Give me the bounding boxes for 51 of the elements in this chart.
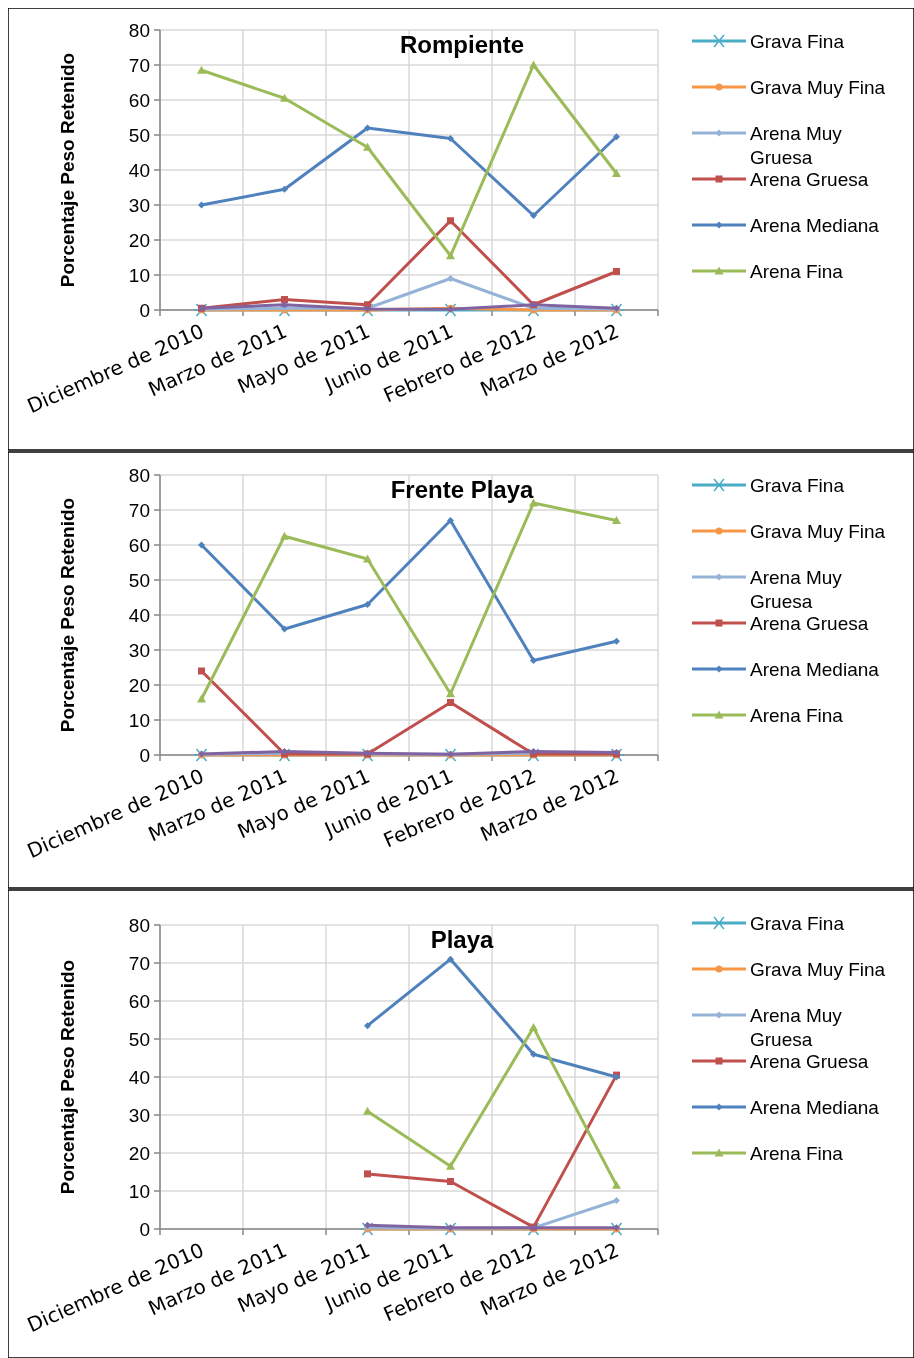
legend-label: Arena Gruesa [750,1050,869,1072]
y-axis-title: Porcentaje Peso Retenido [57,497,78,733]
y-tick-label: 70 [128,54,150,76]
y-tick-label: 80 [128,19,150,41]
y-tick-label: 0 [139,299,150,321]
y-axis-title: Porcentaje Peso Retenido [57,959,78,1195]
legend-label: Arena Gruesa [750,168,869,190]
y-tick-label: 0 [139,744,150,766]
y-tick-label: 20 [128,1142,150,1164]
legend-label: Arena Fina [750,1142,844,1164]
y-tick-label: 40 [128,604,150,626]
legend-label: Arena Muy Gruesa [750,122,843,169]
legend-label: Arena Mediana [750,214,880,236]
legend-label: Arena Mediana [750,1096,880,1118]
legend-label: Arena Gruesa [750,612,869,634]
legend-label: Grava Fina [750,474,845,496]
y-tick-label: 30 [128,194,150,216]
legend-label: Grava Muy Fina [750,958,886,980]
y-tick-label: 20 [128,229,150,251]
legend-label: Grava Fina [750,912,845,934]
y-tick-label: 10 [128,1180,150,1202]
y-tick-label: 30 [128,639,150,661]
y-tick-label: 60 [128,89,150,111]
y-tick-label: 50 [128,569,150,591]
legend-label: Arena Fina [750,704,844,726]
legend-label: Arena Muy Gruesa [750,1004,843,1051]
y-tick-label: 60 [128,990,150,1012]
y-tick-label: 0 [139,1218,150,1240]
legend-label: Arena Fina [750,260,844,282]
y-tick-label: 70 [128,499,150,521]
y-tick-label: 40 [128,1066,150,1088]
y-tick-label: 10 [128,264,150,286]
y-tick-label: 50 [128,124,150,146]
chart-title: Rompiente [399,31,525,58]
y-tick-label: 60 [128,534,150,556]
y-tick-label: 30 [128,1104,150,1126]
y-tick-label: 20 [128,674,150,696]
y-tick-label: 80 [128,464,150,486]
y-axis-title: Porcentaje Peso Retenido [57,52,78,288]
y-tick-label: 40 [128,159,150,181]
y-tick-label: 80 [128,914,150,936]
legend-label: Grava Muy Fina [750,76,886,98]
legend-label: Grava Muy Fina [750,520,886,542]
y-tick-label: 10 [128,709,150,731]
y-tick-label: 70 [128,952,150,974]
legend-label: Arena Mediana [750,658,880,680]
legend-label: Grava Fina [750,30,845,52]
chart-title: Playa [430,926,495,953]
chart-title: Frente Playa [390,476,535,503]
legend-label: Arena Muy Gruesa [750,566,843,613]
y-tick-label: 50 [128,1028,150,1050]
